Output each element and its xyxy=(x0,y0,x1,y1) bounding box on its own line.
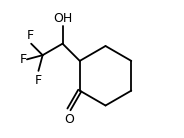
Text: F: F xyxy=(26,29,33,42)
Text: O: O xyxy=(64,113,74,126)
Text: F: F xyxy=(19,53,26,66)
Text: F: F xyxy=(35,74,42,87)
Text: OH: OH xyxy=(53,12,72,25)
